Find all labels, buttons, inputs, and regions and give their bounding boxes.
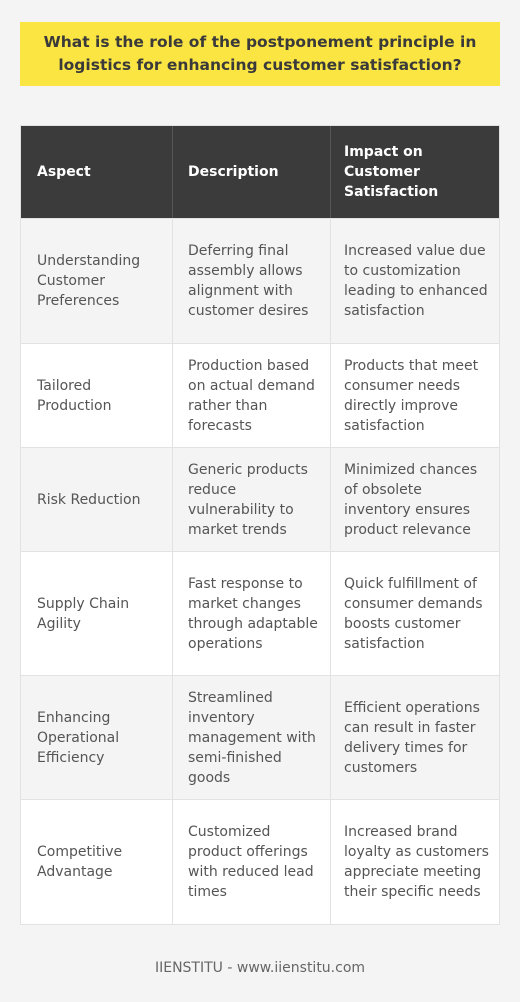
table-row: Enhancing Operational Efficiency Streaml… <box>21 675 499 799</box>
table-row: Competitive Advantage Customized product… <box>21 799 499 924</box>
cell-aspect: Risk Reduction <box>37 491 141 508</box>
cell-description: Production based on actual demand rather… <box>172 344 330 447</box>
cell-impact: Products that meet consumer needs direct… <box>330 344 499 447</box>
cell-impact: Efficient operations can result in faste… <box>330 676 499 799</box>
cell-impact: Increased value due to customization lea… <box>330 219 499 343</box>
cell-impact: Quick fulfillment of consumer demands bo… <box>330 552 499 675</box>
header-aspect: Aspect <box>37 164 91 180</box>
table-row: Supply Chain Agility Fast response to ma… <box>21 551 499 675</box>
cell-aspect: Competitive Advantage <box>37 844 123 880</box>
cell-impact: Increased brand loyalty as customers app… <box>330 800 499 924</box>
cell-aspect: Enhancing Operational Efficiency <box>37 709 120 766</box>
page-title: What is the role of the postponement pri… <box>20 22 500 86</box>
cell-description: Deferring final assembly allows alignmen… <box>172 219 330 343</box>
footer-credit: IIENSTITU - www.iienstitu.com <box>154 960 366 976</box>
table-row: Risk Reduction Generic products reduce v… <box>21 447 499 551</box>
table-header-row: Aspect Description Impact on Customer Sa… <box>21 126 499 218</box>
table-row: Tailored Production Production based on … <box>21 343 499 447</box>
cell-description: Generic products reduce vulnerability to… <box>172 448 330 551</box>
comparison-table: Aspect Description Impact on Customer Sa… <box>20 125 500 925</box>
cell-aspect: Supply Chain Agility <box>37 595 130 632</box>
cell-description: Fast response to market changes through … <box>172 552 330 675</box>
cell-aspect: Understanding Customer Preferences <box>37 253 141 309</box>
cell-description: Streamlined inventory management with se… <box>172 676 330 799</box>
header-description: Description <box>172 126 330 218</box>
cell-description: Customized product offerings with reduce… <box>172 800 330 924</box>
cell-aspect: Tailored Production <box>37 377 112 414</box>
header-impact: Impact on Customer Satisfaction <box>330 126 499 218</box>
cell-impact: Minimized chances of obsolete inventory … <box>330 448 499 551</box>
table-row: Understanding Customer Preferences Defer… <box>21 218 499 343</box>
